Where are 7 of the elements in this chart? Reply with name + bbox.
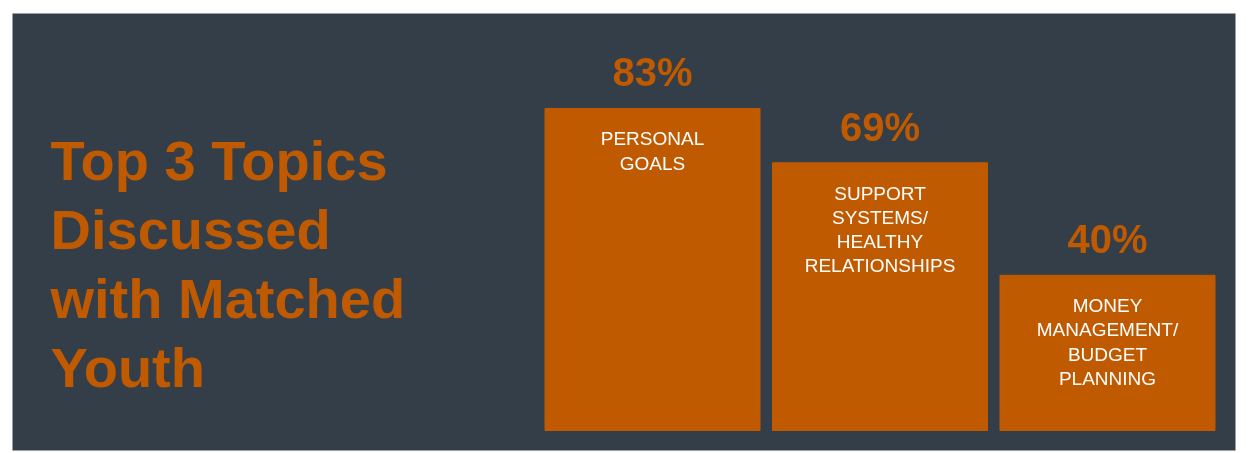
x-tick-label: SUPPORT SYSTEMS/ HEALTHY RELATIONSHIPS	[804, 182, 956, 277]
x-tick-label: MONEY MANAGEMENT/ BUDGET PLANNING	[1036, 295, 1179, 389]
data-label: 40%	[1067, 217, 1148, 262]
x-tick-label: PERSONAL GOALS	[600, 128, 705, 174]
text: Top 3 Topics Discussed with Matched Youth	[49, 128, 406, 400]
data-label: 83%	[612, 50, 693, 95]
data-label: 69%	[839, 104, 921, 149]
